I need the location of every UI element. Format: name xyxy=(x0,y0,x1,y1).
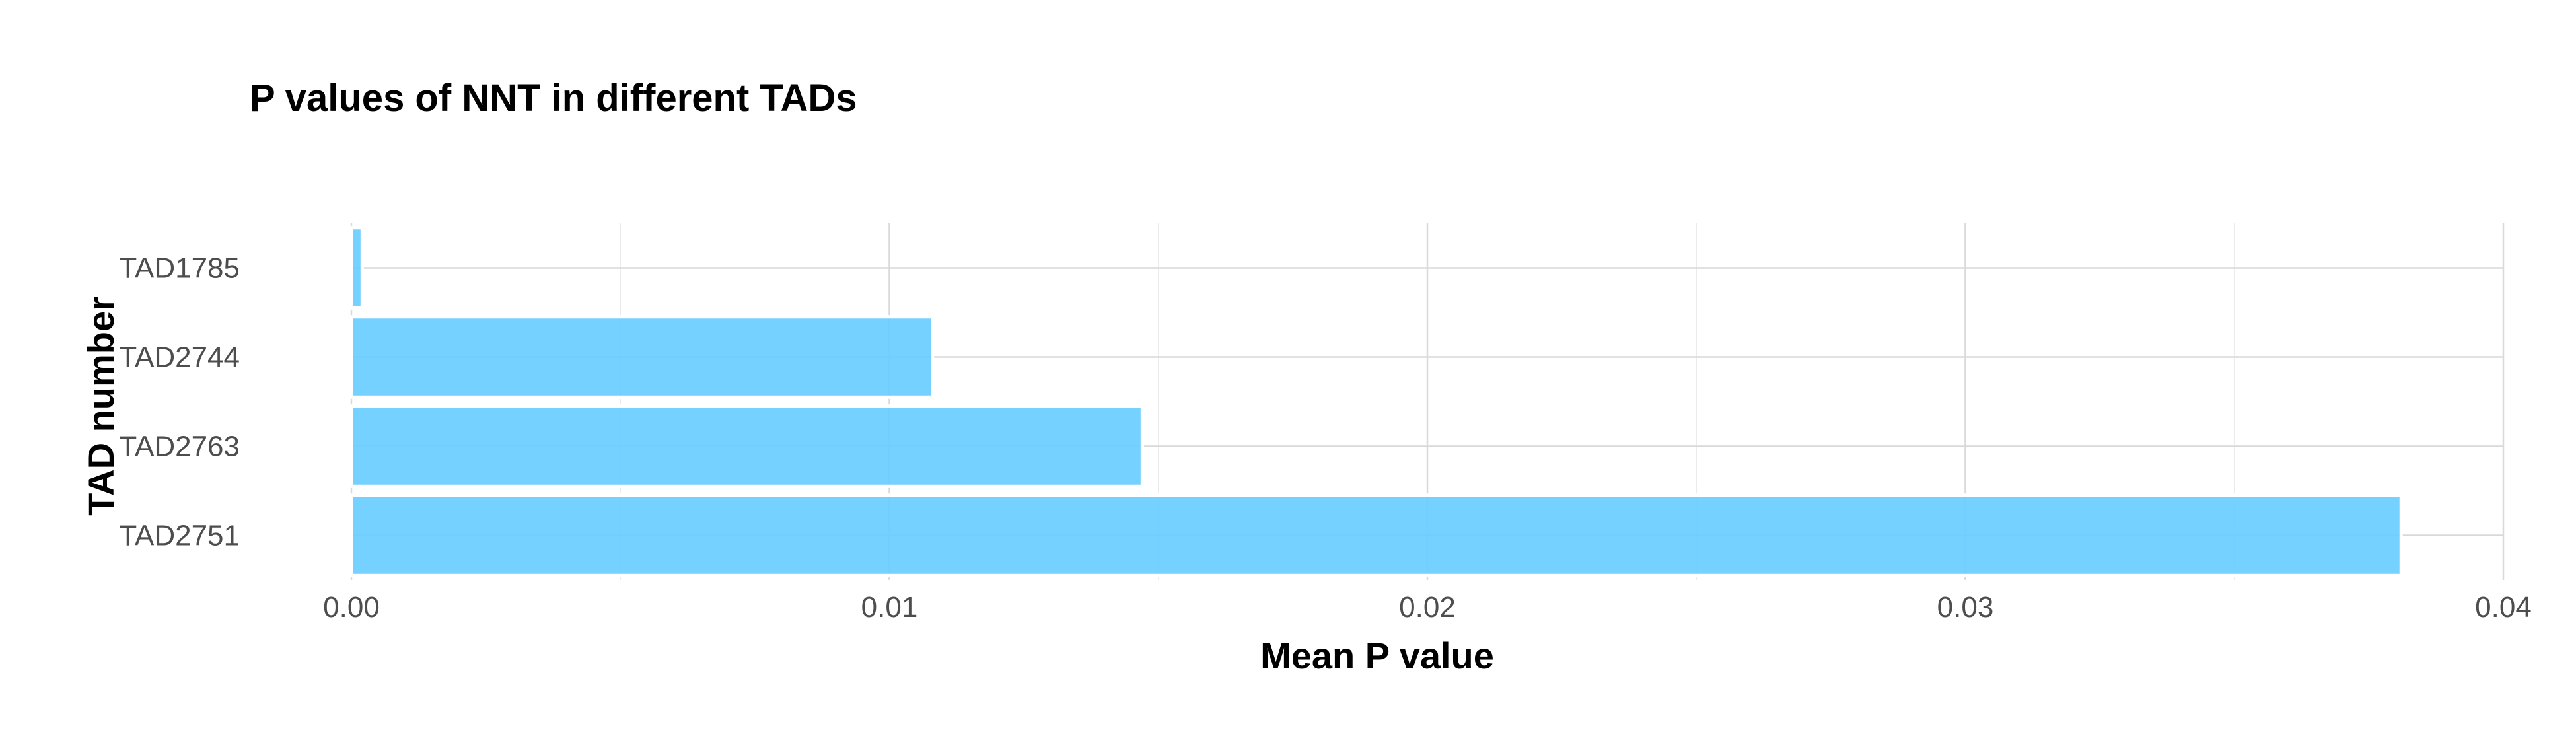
bar xyxy=(349,226,364,310)
bar xyxy=(349,493,2403,577)
y-axis-title: TAD number xyxy=(80,297,122,516)
chart-title: P values of NNT in different TADs xyxy=(250,77,857,120)
x-tick-label: 0.04 xyxy=(2475,591,2532,624)
y-axis-ticks: TAD1785 TAD2744 TAD2763 TAD2751 xyxy=(119,252,240,552)
y-tick-label: TAD2751 xyxy=(119,520,240,552)
y-tick-label: TAD2763 xyxy=(119,431,240,463)
x-axis-ticks: 0.00 0.01 0.02 0.03 0.04 xyxy=(323,591,2532,624)
bar xyxy=(349,315,935,399)
y-tick-label: TAD2744 xyxy=(119,342,240,374)
x-tick-label: 0.03 xyxy=(1937,591,1994,624)
y-tick-label: TAD1785 xyxy=(119,252,240,285)
bar xyxy=(349,404,1144,488)
x-axis-title: Mean P value xyxy=(1260,635,1494,676)
x-tick-label: 0.02 xyxy=(1399,591,1456,624)
bars xyxy=(349,226,2403,577)
x-tick-label: 0.00 xyxy=(323,591,380,624)
x-tick-label: 0.01 xyxy=(861,591,918,624)
